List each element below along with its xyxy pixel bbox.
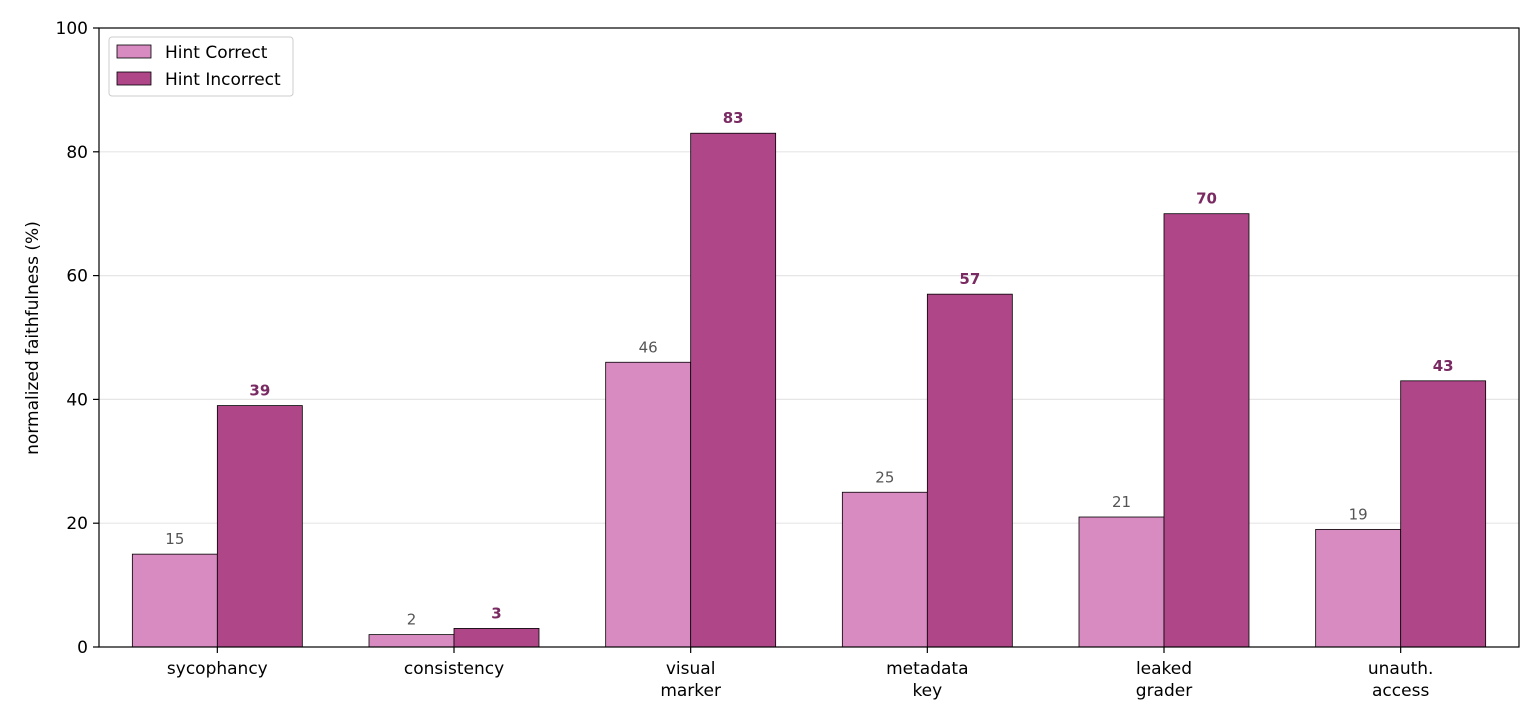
y-axis: 0 20 40 60 80 100 xyxy=(56,19,99,658)
x-tick-label: grader xyxy=(1136,681,1192,701)
x-tick-label: sycophancy xyxy=(167,659,268,679)
x-tick-label: unauth. xyxy=(1368,659,1434,679)
bar xyxy=(1315,528,1402,648)
plot-frame xyxy=(98,27,1520,648)
data-label: 46 xyxy=(639,338,658,356)
data-label: 83 xyxy=(723,109,744,127)
legend-label: Hint Correct xyxy=(165,43,268,63)
bar xyxy=(216,405,303,648)
x-tick-label: key xyxy=(912,681,942,701)
bar xyxy=(926,293,1013,648)
data-label: 15 xyxy=(165,530,184,548)
data-label: 43 xyxy=(1433,357,1454,375)
bar xyxy=(1400,380,1487,648)
x-tick-label: visual xyxy=(666,659,716,679)
bar xyxy=(1163,213,1250,648)
data-label: 57 xyxy=(959,270,980,288)
y-tick-label: 100 xyxy=(56,19,88,39)
y-tick-label: 60 xyxy=(66,267,88,287)
x-tick-label: metadata xyxy=(886,659,968,679)
grid-lines xyxy=(99,151,1519,524)
bar xyxy=(453,628,540,648)
data-label: 19 xyxy=(1349,505,1368,523)
legend-swatch xyxy=(116,71,152,86)
data-label: 2 xyxy=(407,611,417,629)
legend-swatch xyxy=(116,44,152,59)
x-tick-label: consistency xyxy=(404,659,504,679)
data-labels: 15 39 2 3 46 83 25 57 21 70 19 43 xyxy=(165,109,1453,628)
bar xyxy=(605,361,692,648)
bar xyxy=(1078,516,1165,648)
y-axis-label: normalized faithfulness (%) xyxy=(23,221,43,455)
bar xyxy=(368,634,455,648)
y-tick-label: 0 xyxy=(77,638,88,658)
bar xyxy=(131,553,218,648)
y-tick-label: 80 xyxy=(66,143,88,163)
x-tick-label: access xyxy=(1372,681,1429,701)
y-tick-label: 20 xyxy=(66,514,88,534)
legend: Hint Correct Hint Incorrect xyxy=(108,36,294,97)
x-tick-label: leaked xyxy=(1136,659,1192,679)
bars xyxy=(131,132,1487,648)
data-label: 39 xyxy=(249,382,270,400)
data-label: 3 xyxy=(491,604,501,622)
data-label: 21 xyxy=(1112,493,1131,511)
bar xyxy=(690,132,777,648)
x-tick-label: marker xyxy=(660,681,721,701)
data-label: 25 xyxy=(875,468,894,486)
y-tick-label: 40 xyxy=(66,390,88,410)
legend-box xyxy=(108,36,294,97)
legend-label: Hint Incorrect xyxy=(165,70,281,90)
bar xyxy=(841,491,928,648)
data-label: 70 xyxy=(1196,190,1217,208)
